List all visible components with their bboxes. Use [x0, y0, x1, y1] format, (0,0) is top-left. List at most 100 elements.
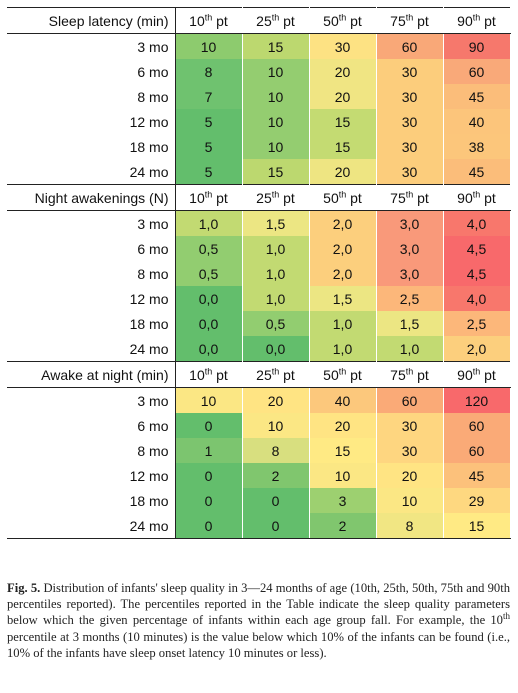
percentile-value-cell: 10: [241, 134, 310, 159]
percentile-value-cell: 8: [375, 513, 444, 539]
ordinal-suffix: th: [338, 365, 347, 376]
percentile-header: 50th pt: [308, 7, 377, 34]
table-row: 24 mo 0 0 2 8 15: [7, 513, 511, 539]
percentile-value-cell: 3: [308, 488, 377, 513]
age-label: 8 mo: [7, 438, 176, 463]
percentile-header: 10th pt: [174, 184, 243, 211]
age-label: 8 mo: [7, 84, 176, 109]
percentile-value-cell: 40: [308, 387, 377, 413]
percentile-value-cell: 4,5: [442, 236, 511, 261]
percentile-value-cell: 1,5: [241, 210, 310, 236]
percentile-value-cell: 2,0: [308, 261, 377, 286]
percentile-value-cell: 60: [442, 438, 511, 463]
percentile-number: 10: [189, 12, 205, 29]
percentile-unit: pt: [413, 366, 429, 383]
percentile-header: 90th pt: [442, 184, 511, 211]
percentile-number: 50: [323, 12, 339, 29]
ordinal-suffix: th: [405, 188, 414, 199]
percentile-header: 25th pt: [241, 7, 310, 34]
percentile-value-cell: 40: [442, 109, 511, 134]
percentile-value-cell: 120: [442, 387, 511, 413]
ordinal-suffix: th: [271, 365, 280, 376]
age-label: 12 mo: [7, 286, 176, 311]
percentile-number: 25: [256, 189, 272, 206]
section-title: Sleep latency (min): [7, 7, 176, 34]
percentile-header: 75th pt: [375, 184, 444, 211]
percentile-value-cell: 1,0: [241, 261, 310, 286]
table-row: 8 mo 0,5 1,0 2,0 3,0 4,5: [7, 261, 511, 286]
ordinal-suffix: th: [338, 188, 347, 199]
percentile-value-cell: 30: [375, 84, 444, 109]
section-title: Night awakenings (N): [7, 184, 176, 211]
percentile-table: Sleep latency (min) 10th pt 25th pt 50th pt…: [7, 7, 511, 539]
percentile-value-cell: 1,0: [375, 336, 444, 362]
percentile-value-cell: 0: [174, 463, 243, 488]
age-label: 6 mo: [7, 59, 176, 84]
percentile-value-cell: 5: [174, 109, 243, 134]
ordinal-suffix: th: [405, 11, 414, 22]
percentile-number: 50: [323, 189, 339, 206]
percentile-unit: pt: [480, 189, 496, 206]
age-label: 6 mo: [7, 413, 176, 438]
percentile-value-cell: 1,0: [308, 336, 377, 362]
percentile-value-cell: 29: [442, 488, 511, 513]
percentile-unit: pt: [346, 366, 362, 383]
age-label: 12 mo: [7, 109, 176, 134]
percentile-value-cell: 90: [442, 33, 511, 59]
percentile-value-cell: 15: [442, 513, 511, 539]
percentile-number: 10: [189, 366, 205, 383]
percentile-header: 75th pt: [375, 361, 444, 388]
percentile-header: 10th pt: [174, 361, 243, 388]
table-row: 18 mo 0,0 0,5 1,0 1,5 2,5: [7, 311, 511, 336]
percentile-header: 25th pt: [241, 184, 310, 211]
percentile-unit: pt: [480, 12, 496, 29]
caption-label: Fig. 5.: [7, 581, 41, 595]
figure-caption: Fig. 5. Distribution of infants' sleep q…: [7, 580, 510, 661]
percentile-value-cell: 60: [375, 387, 444, 413]
percentile-value-cell: 1,0: [308, 311, 377, 336]
percentile-unit: pt: [212, 12, 228, 29]
percentile-value-cell: 10: [241, 84, 310, 109]
percentile-value-cell: 3,0: [375, 261, 444, 286]
percentile-header: 75th pt: [375, 7, 444, 34]
percentile-number: 25: [256, 12, 272, 29]
table-row: 6 mo 8 10 20 30 60: [7, 59, 511, 84]
table-row: 6 mo 0,5 1,0 2,0 3,0 4,5: [7, 236, 511, 261]
percentile-value-cell: 30: [375, 109, 444, 134]
percentile-number: 50: [323, 366, 339, 383]
age-label: 3 mo: [7, 387, 176, 413]
percentile-number: 75: [390, 189, 406, 206]
age-label: 18 mo: [7, 134, 176, 159]
ordinal-suffix: th: [204, 365, 213, 376]
table-row: 12 mo 0,0 1,0 1,5 2,5 4,0: [7, 286, 511, 311]
percentile-header: 90th pt: [442, 7, 511, 34]
percentile-value-cell: 20: [308, 159, 377, 185]
section-header-row: Awake at night (min) 10th pt 25th pt 50th p…: [7, 361, 511, 388]
age-label: 3 mo: [7, 210, 176, 236]
age-label: 6 mo: [7, 236, 176, 261]
table-row: 8 mo 1 8 15 30 60: [7, 438, 511, 463]
age-label: 18 mo: [7, 311, 176, 336]
percentile-value-cell: 10: [375, 488, 444, 513]
percentile-value-cell: 0,0: [241, 336, 310, 362]
section-header-row: Sleep latency (min) 10th pt 25th pt 50th pt…: [7, 7, 511, 34]
table-row: 18 mo 5 10 15 30 38: [7, 134, 511, 159]
percentile-value-cell: 38: [442, 134, 511, 159]
table-row: 12 mo 5 10 15 30 40: [7, 109, 511, 134]
percentile-unit: pt: [279, 12, 295, 29]
table-row: 24 mo 5 15 20 30 45: [7, 159, 511, 185]
percentile-value-cell: 5: [174, 159, 243, 185]
percentile-value-cell: 0: [174, 488, 243, 513]
percentile-header: 10th pt: [174, 7, 243, 34]
percentile-header: 50th pt: [308, 184, 377, 211]
percentile-value-cell: 0,0: [174, 311, 243, 336]
percentile-number: 90: [457, 189, 473, 206]
ordinal-suffix: th: [472, 365, 481, 376]
percentile-value-cell: 0: [174, 513, 243, 539]
percentile-value-cell: 30: [375, 59, 444, 84]
table-row: 3 mo 10 20 40 60 120: [7, 387, 511, 413]
percentile-header: 25th pt: [241, 361, 310, 388]
percentile-value-cell: 0,5: [174, 261, 243, 286]
percentile-value-cell: 60: [375, 33, 444, 59]
percentile-value-cell: 2,0: [308, 210, 377, 236]
